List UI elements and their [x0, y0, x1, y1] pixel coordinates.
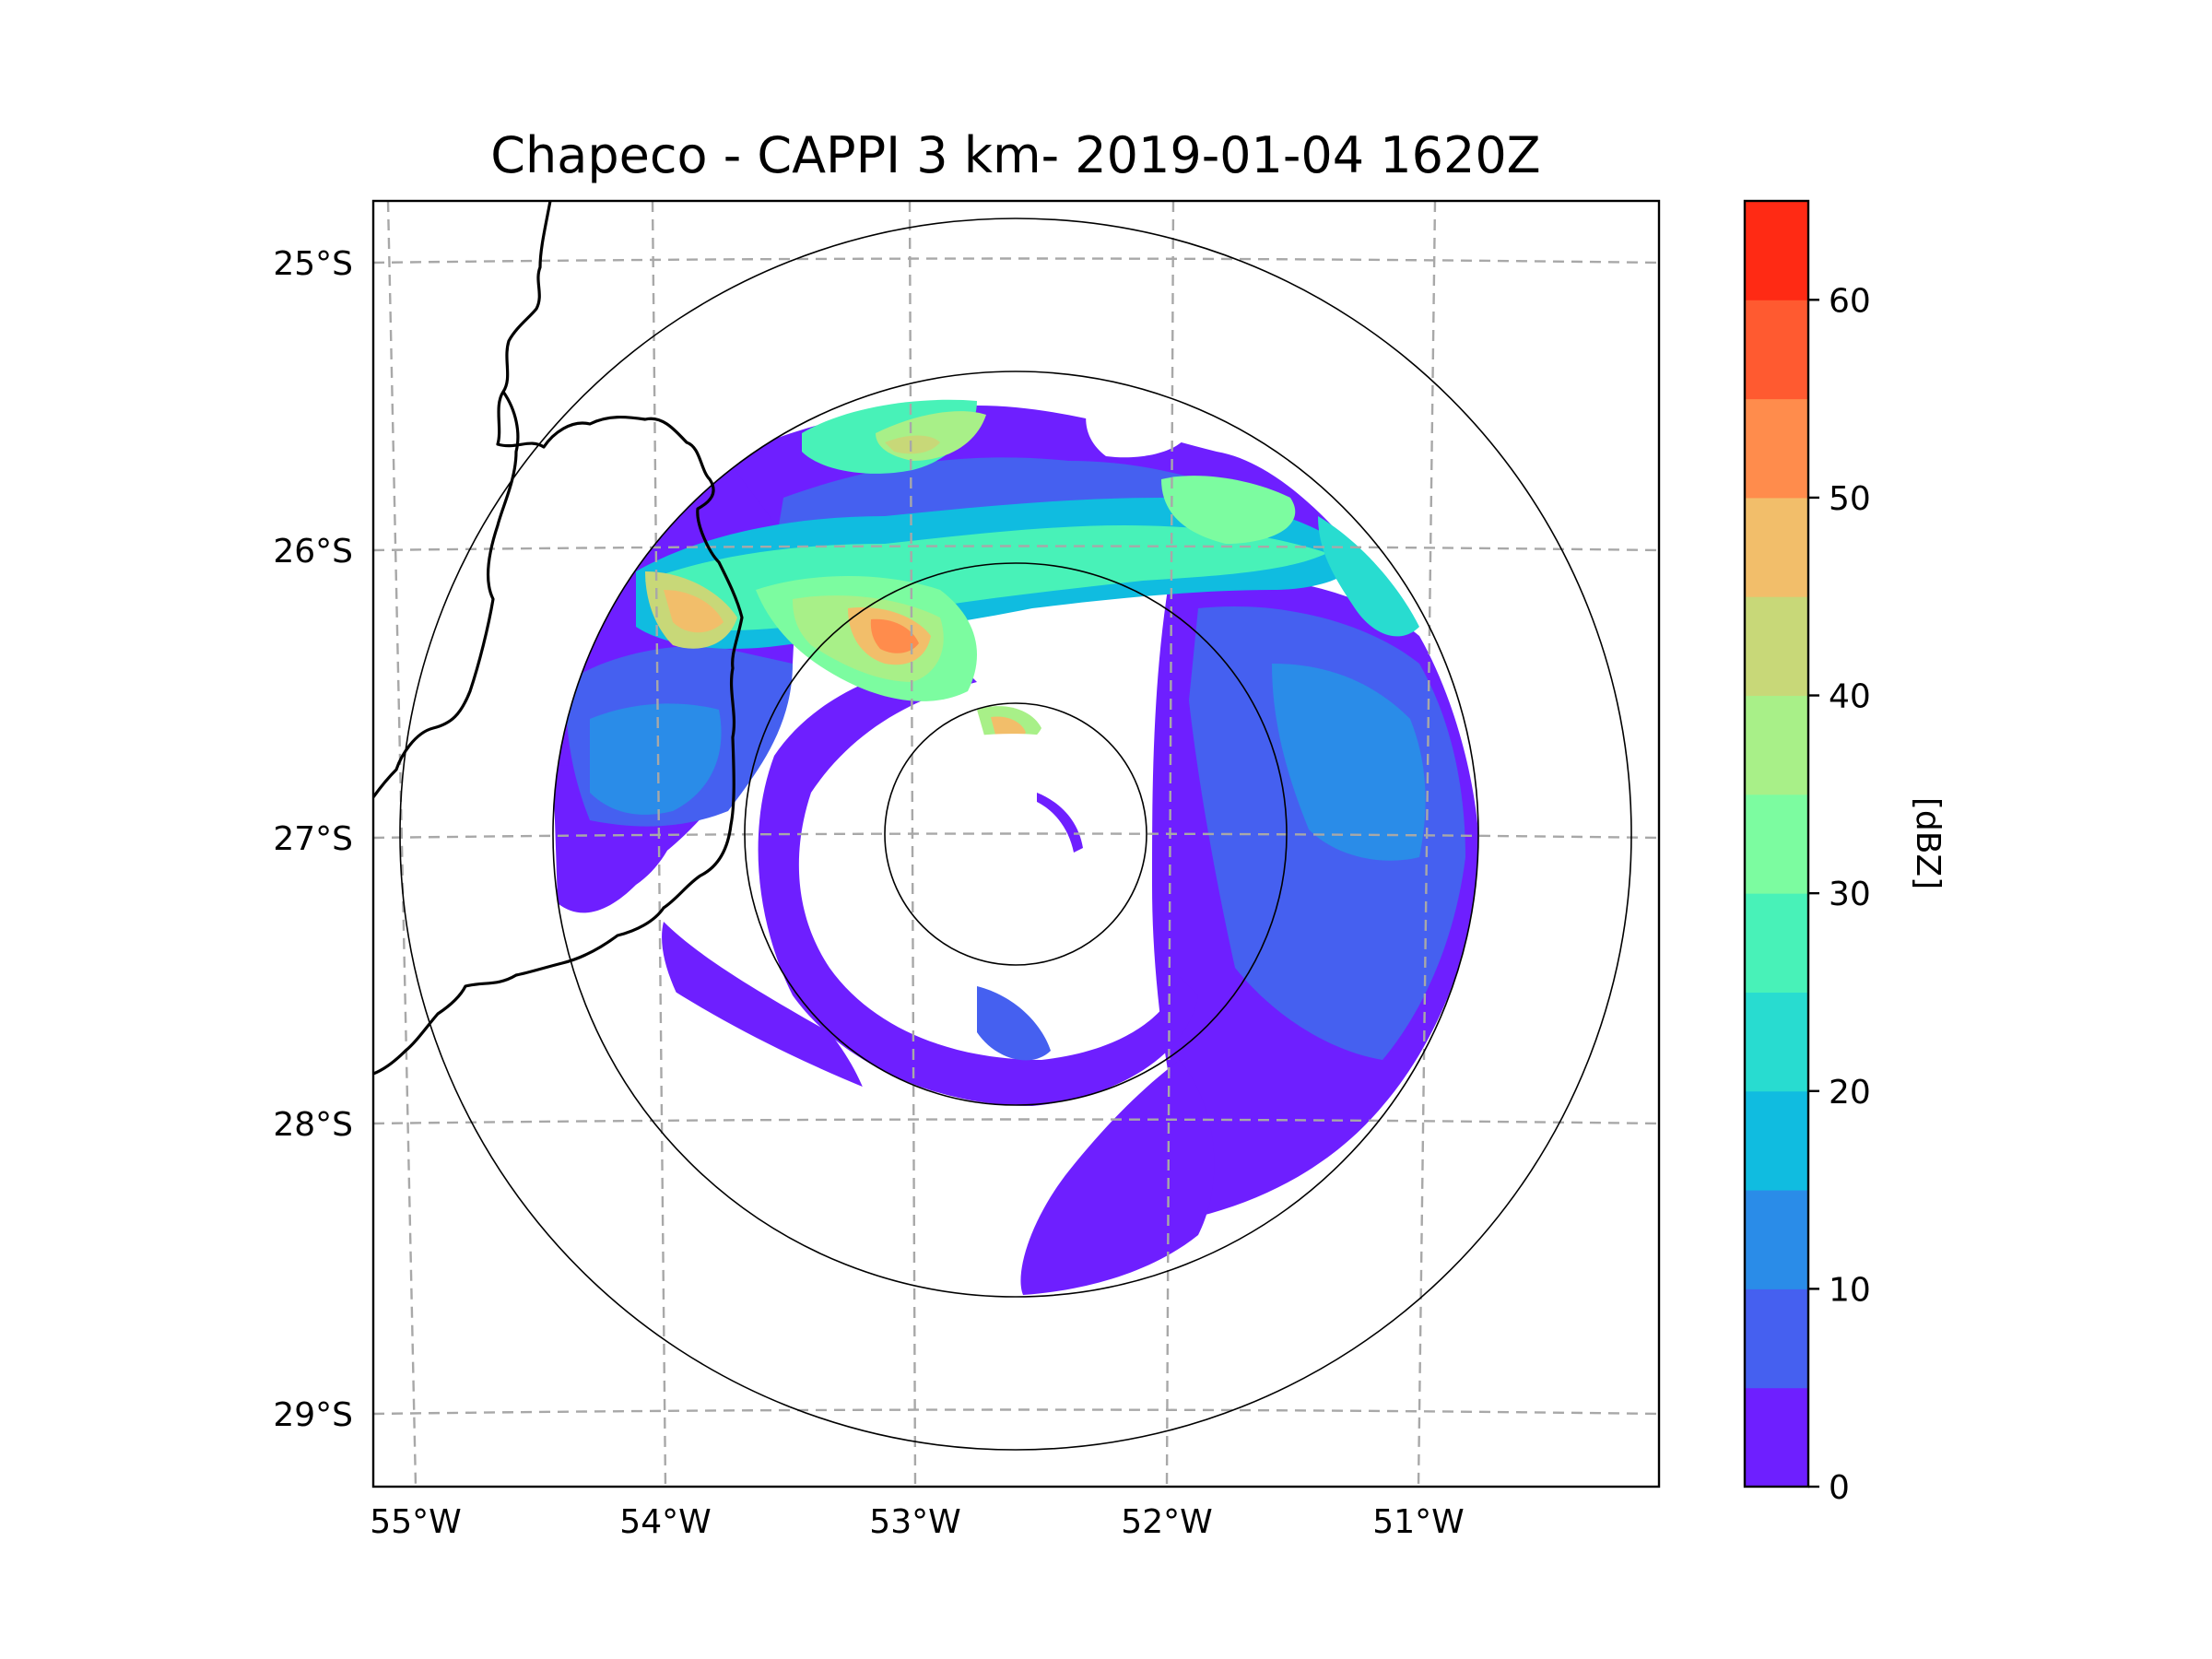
- colorbar-segment-5: [1745, 1288, 1808, 1389]
- colorbar-segment-30: [1745, 794, 1808, 894]
- clear-zone: [867, 734, 1118, 949]
- gridline-lat-25: [373, 257, 1659, 265]
- lat-label-27: 27°S: [273, 820, 353, 858]
- gridline-lon-52: [1165, 201, 1175, 1487]
- map-panel: [373, 201, 1659, 1487]
- echo-ring-arc: [758, 664, 1198, 1106]
- colorbar-ticks: 0 10 20 30 40 50 60: [1808, 282, 1871, 1507]
- lat-label-26: 26°S: [273, 533, 353, 571]
- echo-west-inner: [590, 703, 722, 815]
- colorbar-segment-35: [1745, 695, 1808, 795]
- colorbar-segment-20: [1745, 992, 1808, 1092]
- colorbar-segment-15: [1745, 1090, 1808, 1191]
- echo-south-band: [977, 986, 1051, 1061]
- colorbar-tick-label-0: 0: [1829, 1469, 1850, 1507]
- reflectivity-field: [553, 399, 1478, 1295]
- gridline-lon-51: [1417, 201, 1437, 1487]
- lon-label-53: 53°W: [869, 1503, 960, 1541]
- gridline-lat-28: [373, 1118, 1659, 1125]
- colorbar-segment-60: [1745, 201, 1808, 300]
- colorbar: 0 10 20 30 40 50 60 [dBZ]: [1743, 199, 1947, 1507]
- border-paraguay-argentina: [373, 201, 744, 1076]
- lon-label-52: 52°W: [1121, 1503, 1212, 1541]
- echo-east-inner: [1272, 664, 1426, 861]
- range-ring-300km: [552, 371, 1479, 1298]
- echo-north-east-cells: [1161, 476, 1296, 544]
- gridline-lon-53: [908, 201, 917, 1487]
- colorbar-segment-0: [1745, 1387, 1808, 1488]
- colorbar-segment-45: [1745, 497, 1808, 597]
- range-rings: [399, 218, 1632, 1451]
- graticule: [373, 201, 1659, 1487]
- colorbar-tick-label-40: 40: [1829, 678, 1871, 716]
- lon-label-55: 55°W: [370, 1503, 461, 1541]
- range-ring-400km: [399, 218, 1632, 1451]
- gridline-lon-54: [651, 201, 667, 1487]
- colorbar-segments: [1745, 201, 1808, 1488]
- lon-label-51: 51°W: [1372, 1503, 1464, 1541]
- lat-label-25: 25°S: [273, 245, 353, 283]
- gridline-lon-55: [386, 201, 418, 1487]
- range-ring-100km: [884, 702, 1147, 966]
- colorbar-label: [dBZ]: [1909, 797, 1947, 889]
- clear-south: [620, 959, 997, 1220]
- colorbar-tick-label-60: 60: [1829, 282, 1871, 320]
- range-ring-200km: [744, 562, 1288, 1106]
- colorbar-tick-label-30: 30: [1829, 876, 1871, 913]
- colorbar-tick-label-20: 20: [1829, 1074, 1871, 1112]
- gridline-lat-29: [373, 1408, 1659, 1416]
- echo-south: [1020, 1060, 1215, 1295]
- colorbar-tick-label-50: 50: [1829, 480, 1871, 518]
- country-borders: [373, 201, 744, 1076]
- echo-core-central-55: [870, 618, 919, 653]
- lat-label-28: 28°S: [273, 1106, 353, 1144]
- map-frame: [371, 199, 1661, 1488]
- lat-label-29: 29°S: [273, 1396, 353, 1434]
- colorbar-segment-50: [1745, 398, 1808, 499]
- echo-core-west-hot: [664, 590, 724, 633]
- gridline-lat-26: [373, 545, 1659, 552]
- map-title: Chapeco - CAPPI 3 km- 2019-01-04 1620Z: [490, 126, 1540, 184]
- longitude-labels: 55°W 54°W 53°W 52°W 51°W: [370, 1503, 1464, 1541]
- lon-label-54: 54°W: [619, 1503, 711, 1541]
- colorbar-frame: [1743, 199, 1810, 1488]
- echo-inner-ring-arc: [1037, 793, 1083, 853]
- echo-cell-south-core: [991, 716, 1026, 739]
- colorbar-tick-label-10: 10: [1829, 1271, 1871, 1309]
- colorbar-segment-55: [1745, 300, 1808, 400]
- colorbar-segment-25: [1745, 893, 1808, 993]
- gridline-lat-27: [373, 832, 1659, 840]
- echo-cell-north-core: [885, 435, 940, 454]
- border-misiones-east: [373, 391, 520, 798]
- latitude-labels: 25°S 26°S 27°S 28°S 29°S: [273, 245, 353, 1434]
- echo-northeast-edge: [1318, 516, 1419, 637]
- colorbar-segment-10: [1745, 1190, 1808, 1289]
- clear-north-gap: [1086, 406, 1189, 458]
- colorbar-segment-40: [1745, 596, 1808, 697]
